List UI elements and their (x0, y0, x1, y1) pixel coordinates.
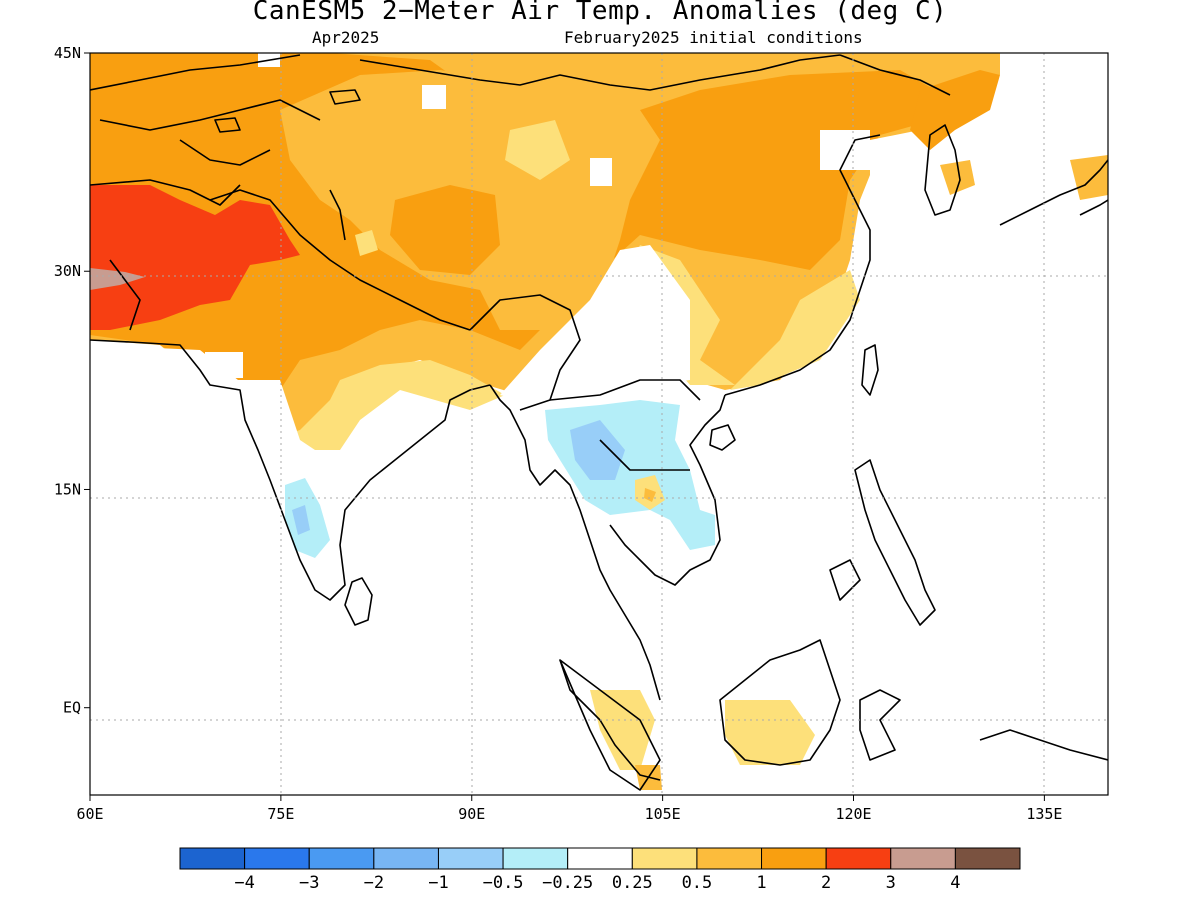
map-title: CanESM5 2−Meter Air Temp. Anomalies (deg… (252, 0, 948, 26)
colorbar-label: 4 (950, 873, 960, 893)
forecast-month: Apr2025 (312, 28, 380, 47)
longitude-axis: 60E 75E 90E 105E 120E 135E (76, 795, 1062, 823)
colorbar-swatch (761, 847, 827, 870)
anomaly-region-0-5-to-1 (644, 488, 656, 502)
anomaly-region-neg-0-5 (570, 420, 625, 480)
colorbar-label: 0.25 (612, 873, 653, 893)
colorbar-label: 1 (756, 873, 766, 893)
anomaly-region-neg-0-5 (292, 505, 310, 535)
colorbar-swatch (954, 847, 1021, 870)
lon-tick-label: 75E (267, 805, 294, 823)
colorbar-label: −4 (234, 873, 254, 893)
colorbar-swatch (373, 847, 439, 870)
lon-tick-label: 60E (76, 805, 103, 823)
colorbar-swatch (631, 847, 698, 870)
lon-tick-label: 105E (645, 805, 681, 823)
colorbar-swatch (308, 847, 375, 870)
colorbar-swatch (696, 847, 763, 870)
anomaly-region-0-5-to-1 (940, 160, 975, 195)
anomaly-region-lt-0-5 (590, 690, 655, 770)
colorbar-swatch (502, 847, 569, 870)
grid-lines (90, 53, 1108, 795)
colorbar-swatch (890, 847, 956, 870)
colorbar-label: −3 (299, 873, 319, 893)
anomaly-region-2-to-3 (90, 185, 300, 330)
colorbar-label: −1 (428, 873, 448, 893)
anomaly-region-lt-0-5 (270, 360, 505, 450)
initial-conditions-label: February2025 initial conditions (564, 28, 863, 47)
lon-tick-label: 120E (835, 805, 871, 823)
colorbar-label: 3 (886, 873, 896, 893)
anomaly-region-lt-0-5 (1070, 155, 1108, 200)
lat-tick-label: 45N (54, 44, 81, 62)
colorbar-swatch (244, 847, 310, 870)
anomaly-region-lt-0-5 (725, 700, 815, 765)
colorbar-label: −2 (364, 873, 384, 893)
colorbar-label: 0.5 (682, 873, 713, 893)
lon-tick-label: 135E (1026, 805, 1062, 823)
map-frame (89, 52, 1109, 796)
anomaly-region-3-to-4 (90, 268, 145, 290)
lat-tick-label: EQ (63, 699, 81, 717)
anomaly-region-lt-0-5 (355, 230, 378, 256)
ocean-region-neutral (850, 130, 1108, 795)
colorbar-swatch (437, 847, 504, 870)
anomaly-region-lt-0-5 (505, 120, 570, 180)
latitude-axis: 45N 30N 15N EQ (54, 44, 90, 717)
colorbar-label: 2 (821, 873, 831, 893)
colorbar: −4 −3 −2 −1 −0.5 −0.25 0.25 0.5 1 2 3 4 (179, 847, 1021, 893)
anomaly-region-neutral (90, 345, 560, 795)
map-plot-area (90, 53, 1108, 795)
colorbar-label: −0.25 (542, 873, 593, 893)
lat-tick-label: 15N (54, 480, 81, 498)
anomaly-region-lt-0-5 (730, 270, 860, 390)
coastlines (90, 54, 1108, 791)
lat-tick-label: 30N (54, 262, 81, 280)
colorbar-label: −0.5 (483, 873, 524, 893)
anomaly-region-1-to-2 (910, 70, 1000, 150)
colorbar-swatch (567, 847, 633, 870)
lon-tick-label: 90E (458, 805, 485, 823)
anomaly-region-neutral (500, 245, 690, 400)
colorbar-swatch (825, 847, 892, 870)
colorbar-swatch (179, 847, 246, 870)
